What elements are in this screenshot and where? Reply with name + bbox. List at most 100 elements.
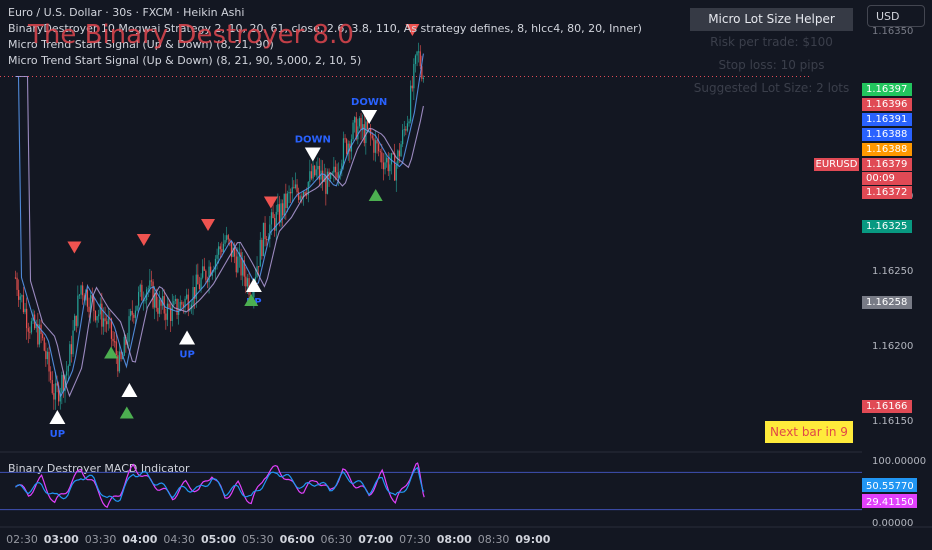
candle-body [338,172,340,178]
candle-body [290,192,292,194]
candle-body [395,164,397,181]
candle-body [408,121,410,124]
next-bar-countdown: Next bar in 9 [765,421,853,443]
candle-body [390,153,393,165]
candle-body [232,247,234,257]
candle-body [61,374,63,393]
candle-body [24,308,26,313]
candle-body [366,121,369,130]
candle-body [226,235,228,241]
candle-body [114,341,116,343]
candle-body [197,274,199,285]
candle-body [363,124,365,144]
candle-body [333,166,335,173]
candle-body [141,284,143,301]
candle-body [394,153,396,181]
macd-title: Binary Destroyer MACD Indicator [8,462,190,475]
candle-body [318,165,321,180]
candle-body [53,393,55,400]
price-tag: 1.16396 [862,98,912,111]
indicator-legend-3: Micro Trend Start Signal (Up & Down) (8,… [8,54,362,67]
candle-body [288,192,290,194]
candle-body [371,135,373,139]
signal-green-marker [104,346,119,359]
candle-body [122,355,124,360]
candle-body [123,336,125,356]
candle-body [138,291,140,306]
candle-body [30,321,33,333]
candle-body [298,192,300,200]
candle-body [202,266,204,278]
candle-body [158,299,161,314]
candle-body [216,254,218,259]
candle-body [312,165,314,179]
candle-body [262,222,265,257]
candle-body [224,240,226,244]
candle-body [162,296,164,306]
candle-body [362,124,364,131]
moving-average-slow [15,75,424,398]
candle-body [419,51,421,67]
signal-sell-marker [136,234,151,246]
candle-body [269,224,271,240]
x-tick-label: 06:30 [321,533,353,546]
candle-body [360,118,362,131]
x-tick-label: 02:30 [6,533,38,546]
candle-body [130,310,132,317]
watermark-title: The Binary Destroyer 8.0 [28,20,354,50]
candle-body [381,152,383,163]
x-tick-label: 08:30 [478,533,510,546]
macd-series-line [15,466,425,503]
candle-body [139,284,141,292]
candle-body [282,203,284,216]
candle-body [118,351,121,372]
candle-body [315,169,317,176]
signal-buy-marker [121,383,138,397]
candle-body [72,330,74,355]
candle-body [160,299,162,306]
candle-body [379,151,381,153]
candle-body [317,165,319,170]
candle-body [331,172,333,174]
candle-body [347,143,349,154]
candle-body [355,117,357,140]
candle-body [323,175,325,183]
candle-body [261,239,263,257]
signal-buy-marker [245,278,262,292]
y-tick-label: 1.16250 [872,266,913,277]
signal-label: UP [179,350,194,361]
candle-body [107,318,109,325]
candle-body [400,144,402,157]
candle-body [77,295,79,326]
price-tag: 1.16388 [862,128,912,141]
candle-body [246,278,249,287]
candle-body [149,280,151,289]
candle-body [302,191,305,198]
candle-body [152,281,154,308]
candle-body [339,171,341,173]
currency-button[interactable]: USD [867,5,925,27]
candle-body [18,289,20,300]
candle-body [278,204,281,223]
candle-body [413,63,415,89]
candle-body [275,211,277,231]
symbol-legend: Euro / U.S. Dollar · 30s · FXCM · Heikin… [8,6,245,19]
macd-value-tag [862,478,917,492]
candle-body [406,123,409,131]
macd-value-label: 50.55770 [866,481,914,492]
candle-body [133,314,135,318]
candle-body [125,336,127,345]
candle-body [155,293,157,308]
candle-body [168,303,170,308]
price-tag: 1.16397 [862,83,912,96]
candle-body [229,239,231,242]
candle-body [310,171,313,179]
candle-body [154,293,156,308]
candle-body [286,193,289,209]
candle-body [144,300,146,302]
signal-label: UP [50,429,65,440]
candle-body [272,212,274,219]
candle-body [182,304,185,308]
signal-down-marker [304,147,321,162]
